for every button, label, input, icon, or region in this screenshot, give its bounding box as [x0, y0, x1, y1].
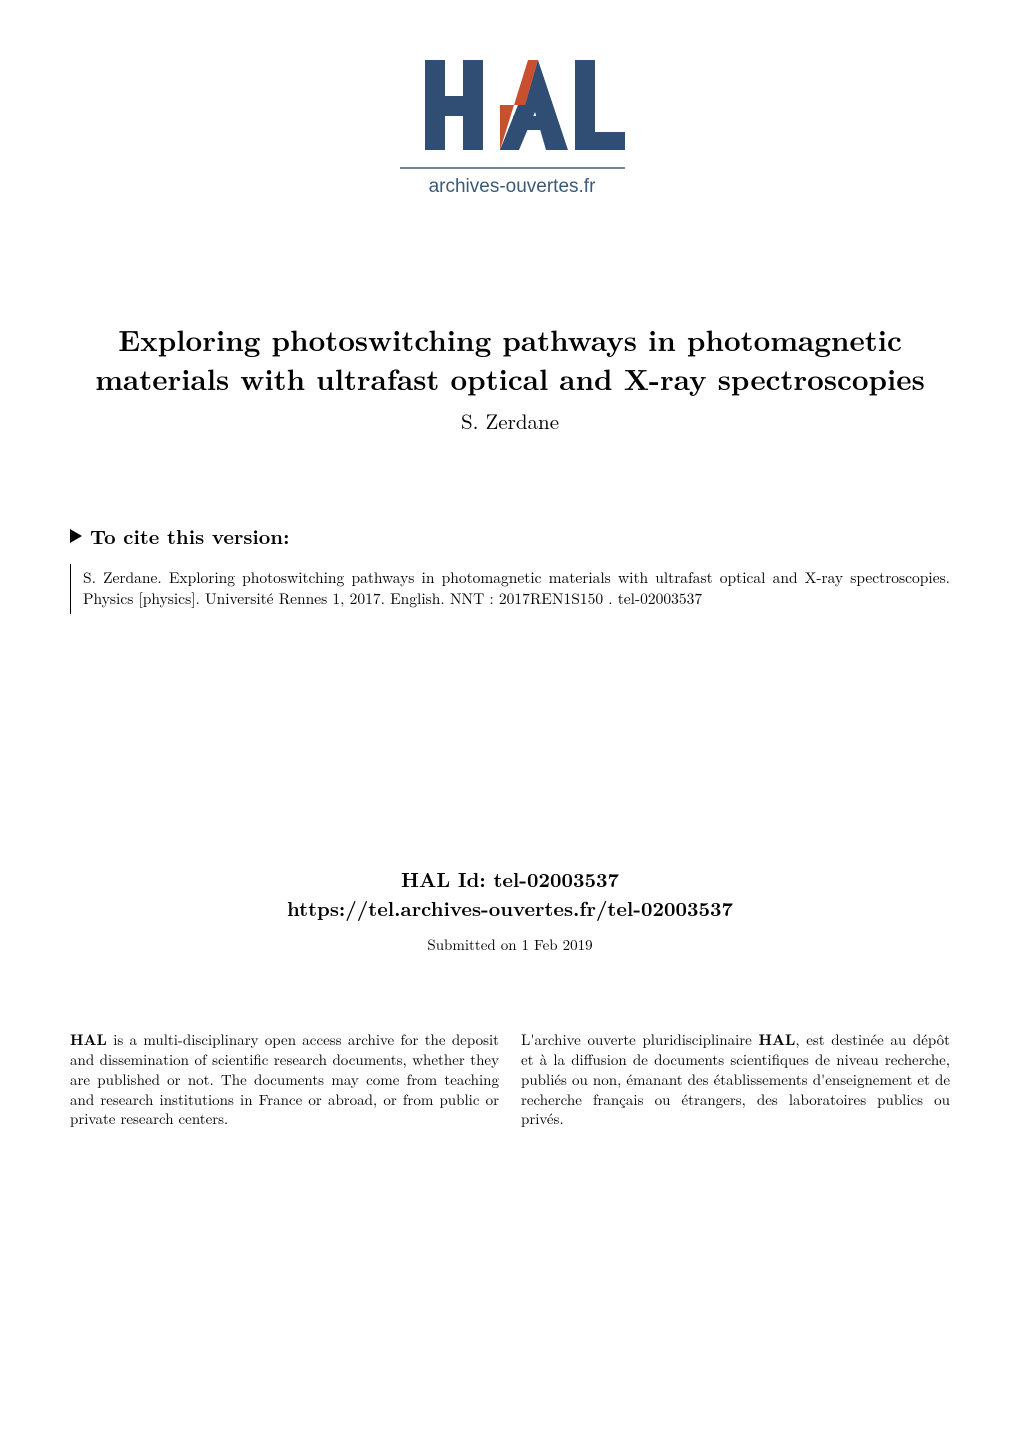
page-root: archives-ouvertes.fr Exploring photoswit…: [0, 0, 1020, 1442]
desc-left-rest: is a multi-disciplinary open access arch…: [70, 1029, 499, 1129]
desc-right-prefix: L'archive ouverte pluridisciplinaire: [521, 1029, 758, 1050]
hal-logo: archives-ouvertes.fr: [385, 50, 635, 205]
hal-bold-left: HAL: [70, 1029, 107, 1050]
hal-id-line: HAL Id: tel-02003537: [70, 864, 950, 893]
citation-text: S. Zerdane. Exploring photoswitching pat…: [70, 564, 950, 614]
cite-heading: To cite this version:: [70, 521, 289, 550]
hal-id-value: tel-02003537: [493, 864, 619, 893]
hal-id-label: HAL Id:: [401, 864, 493, 893]
title-line-2: materials with ultrafast optical and X-r…: [95, 357, 925, 399]
hal-logo-block: archives-ouvertes.fr: [70, 50, 950, 210]
cite-heading-block: To cite this version: S. Zerdane. Explor…: [70, 521, 950, 614]
hal-bold-right: HAL: [758, 1029, 795, 1050]
description-right-col: L'archive ouverte pluridisciplinaire HAL…: [521, 1030, 950, 1129]
triangle-marker-icon: [70, 529, 82, 543]
logo-subtext: archives-ouvertes.fr: [429, 176, 597, 197]
description-columns: HAL is a multi-disciplinary open access …: [70, 1030, 950, 1129]
description-left-col: HAL is a multi-disciplinary open access …: [70, 1030, 499, 1129]
title-line-1: Exploring photoswitching pathways in pho…: [118, 318, 902, 360]
author-line: S. Zerdane: [70, 406, 950, 436]
cite-heading-text: To cite this version:: [90, 521, 289, 550]
paper-title: Exploring photoswitching pathways in pho…: [70, 320, 950, 398]
hal-url[interactable]: https://tel.archives-ouvertes.fr/tel-020…: [70, 893, 950, 922]
hal-id-block: HAL Id: tel-02003537 https://tel.archive…: [70, 864, 950, 922]
submitted-date: Submitted on 1 Feb 2019: [70, 934, 950, 955]
